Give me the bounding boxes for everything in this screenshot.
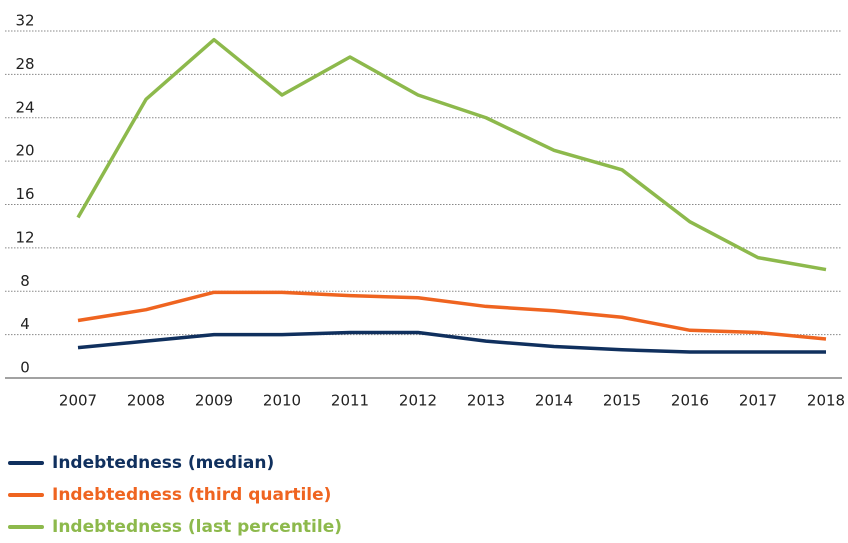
x-tick-label: 2013: [467, 392, 505, 410]
x-tick-label: 2007: [59, 392, 97, 410]
x-tick-label: 2017: [739, 392, 777, 410]
x-tick-label: 2009: [195, 392, 233, 410]
y-tick-label: 12: [15, 228, 34, 246]
series-line: [76, 37, 827, 272]
y-tick-label: 16: [15, 185, 34, 203]
x-tick-label: 2014: [535, 392, 573, 410]
x-tick-label: 2008: [127, 392, 165, 410]
legend-label: Indebtedness (third quartile): [52, 485, 331, 505]
x-tick-label: 2016: [671, 392, 709, 410]
x-tick-label: 2015: [603, 392, 641, 410]
y-tick-label: 4: [20, 315, 30, 333]
y-tick-label: 8: [20, 272, 30, 290]
y-tick-label: 24: [15, 98, 34, 116]
legend-label: Indebtedness (last percentile): [52, 517, 342, 537]
y-tick-label: 28: [15, 55, 34, 73]
series-line: [77, 290, 827, 341]
y-tick-label: 0: [20, 359, 30, 377]
y-tick-label: 32: [15, 12, 34, 30]
y-tick-label: 20: [15, 142, 34, 160]
x-tick-label: 2018: [807, 392, 845, 410]
x-tick-label: 2012: [399, 392, 437, 410]
x-tick-label: 2011: [331, 392, 369, 410]
x-tick-label: 2010: [263, 392, 301, 410]
legend-label: Indebtedness (median): [52, 453, 274, 473]
series-line: [77, 330, 826, 354]
